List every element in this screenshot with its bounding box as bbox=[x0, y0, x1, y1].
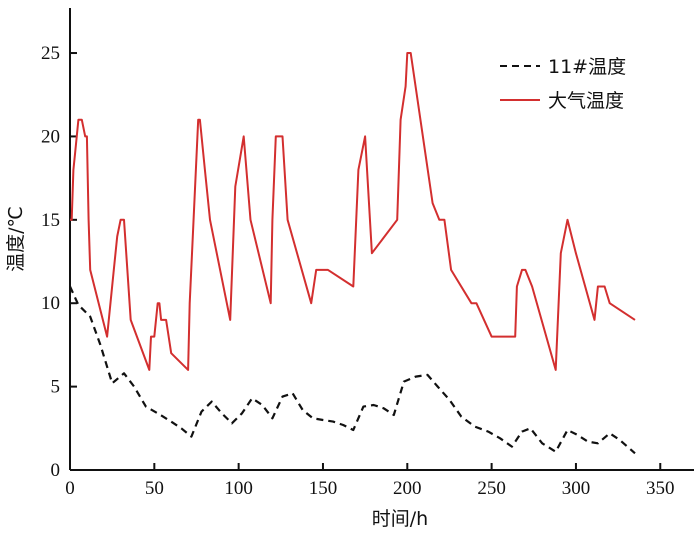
x-tick-label: 250 bbox=[477, 478, 506, 499]
y-tick-label: 15 bbox=[41, 210, 60, 231]
x-tick-label: 100 bbox=[224, 478, 253, 499]
x-tick-label: 350 bbox=[646, 478, 675, 499]
ticks-group: 0 50 100 150 200 250 300 350 0 5 10 15 20 25 bbox=[41, 43, 675, 499]
series-line-1 bbox=[68, 286, 636, 455]
y-tick-label: 5 bbox=[51, 377, 61, 398]
series-line-2 bbox=[70, 52, 636, 371]
x-tick-label: 300 bbox=[562, 478, 591, 499]
y-tick-label: 25 bbox=[41, 43, 60, 64]
y-axis-title: 温度/℃ bbox=[5, 206, 27, 272]
y-tick-label: 10 bbox=[41, 293, 60, 314]
axes-group bbox=[69, 8, 694, 471]
x-tick-label: 200 bbox=[393, 478, 422, 499]
y-tick-label: 20 bbox=[41, 126, 60, 147]
x-tick-label: 50 bbox=[145, 478, 164, 499]
legend-label-2: 大气温度 bbox=[548, 90, 624, 112]
x-axis-title: 时间/h bbox=[372, 508, 428, 530]
y-tick-label: 0 bbox=[51, 460, 61, 481]
x-tick-label: 0 bbox=[65, 478, 75, 499]
legend-label-1: 11#温度 bbox=[548, 56, 626, 78]
series-group bbox=[68, 52, 636, 455]
x-tick-label: 150 bbox=[309, 478, 338, 499]
